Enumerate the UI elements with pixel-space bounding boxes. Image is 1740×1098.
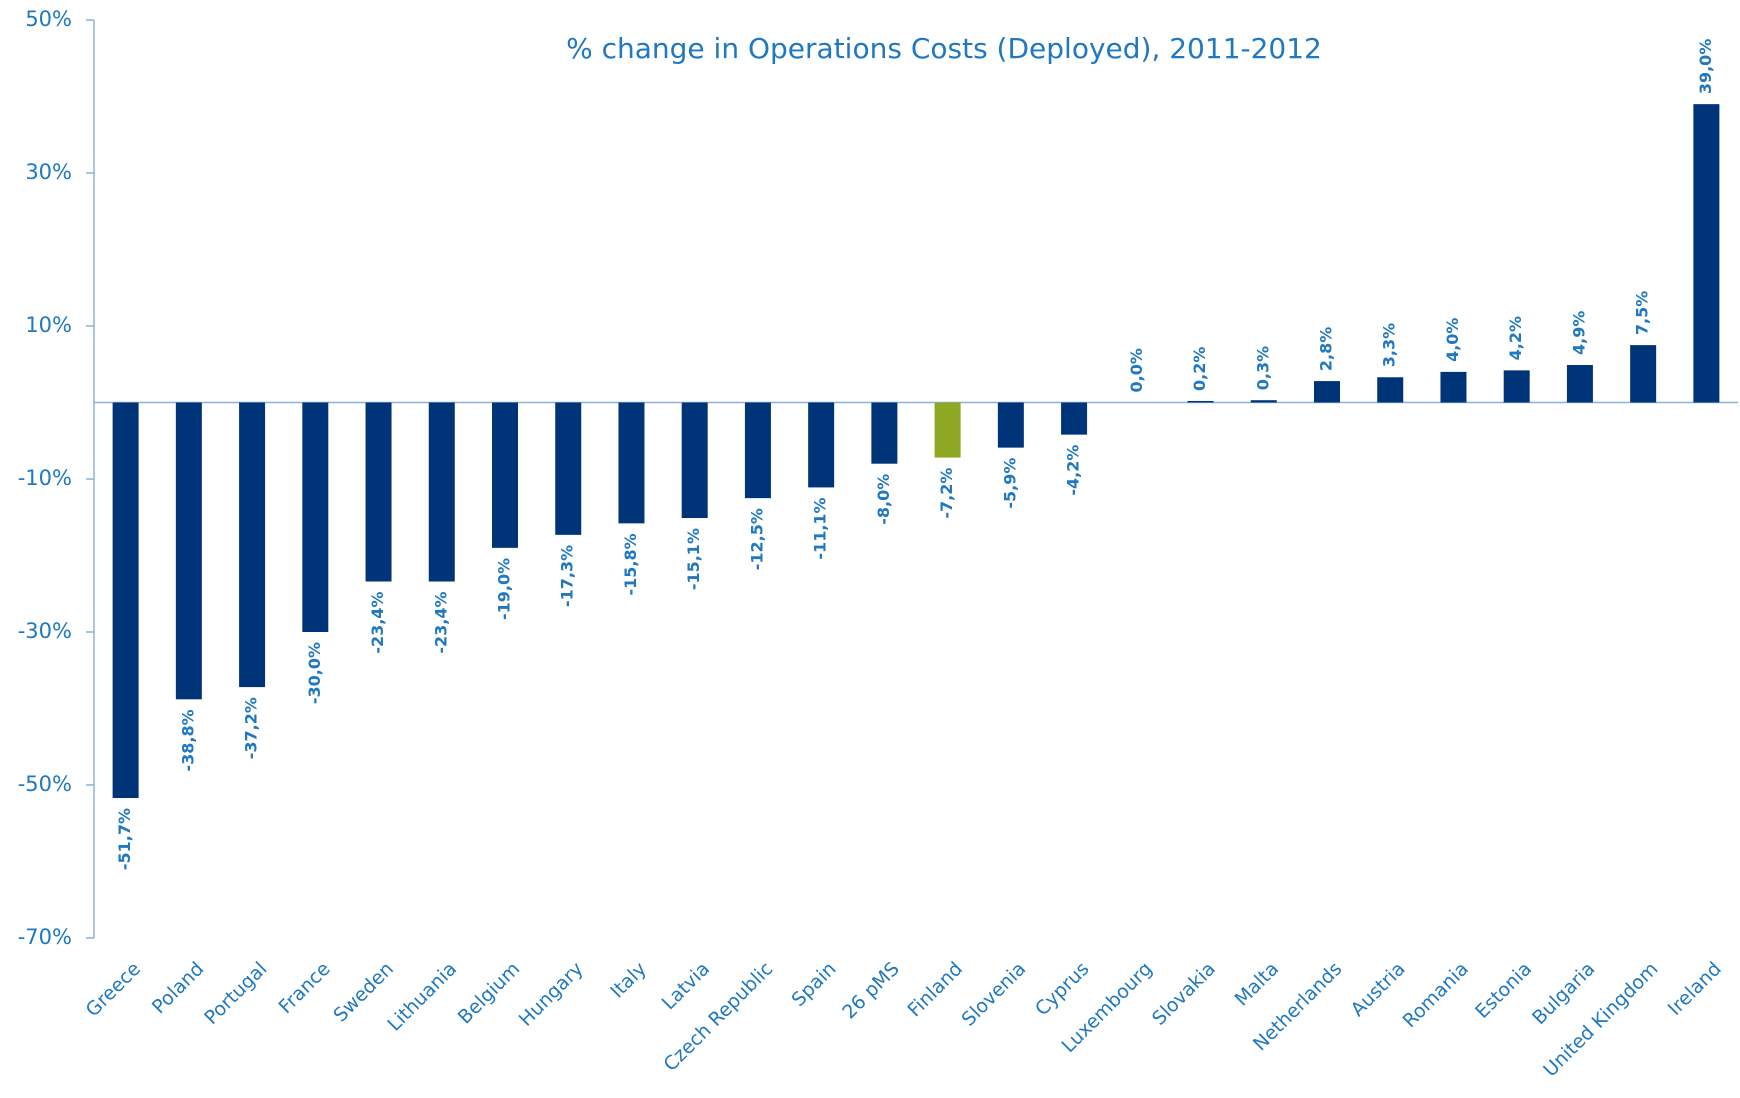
bar bbox=[175, 402, 202, 700]
bar bbox=[365, 402, 392, 582]
value-label: 4,0% bbox=[1443, 318, 1462, 362]
value-label: -23,4% bbox=[368, 592, 387, 654]
bar bbox=[1250, 400, 1277, 403]
value-label: -12,5% bbox=[747, 508, 766, 570]
bar bbox=[618, 402, 645, 524]
value-label: 39,0% bbox=[1696, 39, 1715, 95]
bar bbox=[1630, 345, 1657, 403]
y-tick-label: -10% bbox=[18, 466, 72, 490]
bar bbox=[112, 402, 139, 799]
value-label: -51,7% bbox=[115, 808, 134, 870]
bar bbox=[1314, 381, 1340, 403]
bar bbox=[1440, 371, 1467, 403]
value-label: -7,2% bbox=[937, 468, 956, 519]
value-label: 2,8% bbox=[1317, 327, 1336, 371]
x-tick-label: Austria bbox=[1347, 958, 1410, 1021]
bar bbox=[239, 402, 266, 688]
value-label: -4,2% bbox=[1064, 445, 1083, 496]
x-tick-label: Cyprus bbox=[1031, 958, 1093, 1020]
x-tick-label: Czech Republic bbox=[659, 958, 777, 1076]
bar bbox=[934, 402, 961, 458]
bar bbox=[871, 402, 898, 464]
value-label: -15,1% bbox=[684, 528, 703, 590]
bar bbox=[492, 402, 518, 548]
y-tick-label: 50% bbox=[25, 7, 72, 31]
bar bbox=[428, 402, 455, 582]
bar bbox=[555, 402, 582, 535]
value-label: -15,8% bbox=[621, 533, 640, 595]
x-tick-label: Hungary bbox=[515, 958, 588, 1031]
value-label: -19,0% bbox=[495, 558, 514, 620]
value-label: 4,2% bbox=[1506, 316, 1525, 360]
x-tick-label: 26 pMS bbox=[838, 958, 904, 1024]
bar bbox=[1187, 400, 1214, 403]
x-tick-label: Slovenia bbox=[958, 958, 1031, 1031]
x-tick-label: Romania bbox=[1399, 958, 1473, 1032]
bar bbox=[681, 402, 708, 519]
value-label: 3,3% bbox=[1380, 323, 1399, 367]
value-label: 4,9% bbox=[1569, 311, 1588, 355]
x-tick-label: United Kingdom bbox=[1539, 958, 1662, 1081]
x-tick-label: Latvia bbox=[658, 958, 714, 1014]
chart-title: % change in Operations Costs (Deployed),… bbox=[566, 32, 1322, 65]
bar bbox=[744, 402, 771, 499]
x-tick-label: Portugal bbox=[200, 958, 271, 1029]
value-label: 7,5% bbox=[1633, 291, 1652, 335]
x-tick-label: Ireland bbox=[1664, 958, 1726, 1020]
value-label: -8,0% bbox=[874, 474, 893, 525]
bar bbox=[302, 402, 329, 632]
x-tick-label: Greece bbox=[82, 958, 145, 1021]
y-tick-label: 10% bbox=[25, 313, 72, 337]
bar bbox=[997, 402, 1024, 448]
x-tick-label: Poland bbox=[148, 958, 208, 1018]
y-tick-label: -70% bbox=[18, 925, 72, 949]
x-tick-label: Belgium bbox=[454, 958, 525, 1029]
value-label: -30,0% bbox=[305, 642, 324, 704]
value-label: 0,0% bbox=[1127, 348, 1146, 392]
x-tick-label: Spain bbox=[787, 958, 840, 1011]
bar bbox=[1377, 377, 1404, 403]
value-label: 0,3% bbox=[1253, 346, 1272, 390]
x-tick-label: Italy bbox=[606, 958, 651, 1003]
bar bbox=[1061, 402, 1088, 435]
value-label: -38,8% bbox=[178, 709, 197, 771]
bar bbox=[1566, 365, 1593, 403]
x-tick-label: Lithuania bbox=[383, 958, 461, 1036]
value-label: -17,3% bbox=[558, 545, 577, 607]
x-tick-label: Slovakia bbox=[1148, 958, 1220, 1030]
bar bbox=[808, 402, 835, 488]
y-tick-label: -50% bbox=[18, 772, 72, 796]
value-label: 0,2% bbox=[1190, 347, 1209, 391]
x-tick-label: France bbox=[274, 958, 334, 1018]
y-tick-label: 30% bbox=[25, 160, 72, 184]
x-tick-label: Finland bbox=[903, 958, 967, 1022]
bar bbox=[1693, 104, 1720, 403]
value-label: -11,1% bbox=[811, 497, 830, 559]
x-tick-label: Estonia bbox=[1471, 958, 1536, 1023]
x-tick-label: Malta bbox=[1231, 958, 1284, 1011]
y-tick-label: -30% bbox=[18, 619, 72, 643]
value-label: -5,9% bbox=[1000, 458, 1019, 509]
bar bbox=[1503, 370, 1530, 403]
value-label: -37,2% bbox=[242, 697, 261, 759]
value-label: -23,4% bbox=[431, 592, 450, 654]
